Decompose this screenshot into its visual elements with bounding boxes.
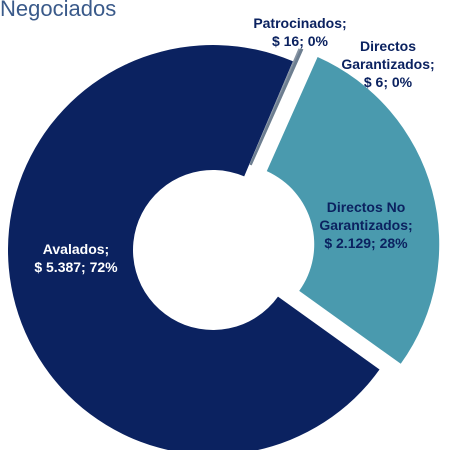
label-value: $ 2.129; 28% bbox=[324, 235, 408, 251]
data-label: Patrocinados; $ 16; 0% bbox=[240, 14, 360, 50]
label-name: Patrocinados; bbox=[253, 15, 347, 31]
label-value: $ 16; 0% bbox=[271, 33, 329, 49]
donut-slice bbox=[249, 48, 304, 166]
label-name: Avalados; bbox=[42, 241, 110, 257]
donut-slice bbox=[8, 45, 380, 450]
label-value: $ 5.387; 72% bbox=[34, 259, 118, 275]
label-value: $ 6; 0% bbox=[363, 74, 413, 90]
data-label: Directos Garantizados; $ 6; 0% bbox=[333, 37, 443, 91]
label-name: Directos Garantizados; bbox=[341, 38, 435, 72]
data-label: Directos No Garantizados; $ 2.129; 28% bbox=[296, 198, 436, 252]
label-name: Directos No Garantizados; bbox=[319, 199, 413, 233]
chart-title: Negociados bbox=[0, 0, 117, 21]
donut-slice bbox=[266, 56, 440, 364]
data-label: Avalados; $ 5.387; 72% bbox=[6, 240, 146, 276]
